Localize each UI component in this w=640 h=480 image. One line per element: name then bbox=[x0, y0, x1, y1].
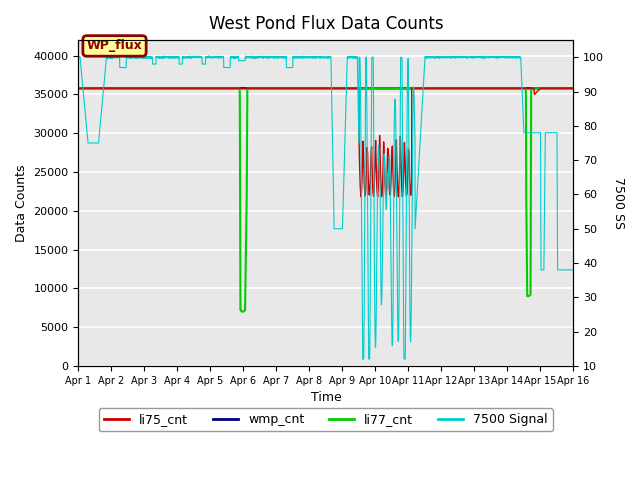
Text: WP_flux: WP_flux bbox=[86, 39, 143, 52]
Legend: li75_cnt, wmp_cnt, li77_cnt, 7500 Signal: li75_cnt, wmp_cnt, li77_cnt, 7500 Signal bbox=[99, 408, 553, 432]
X-axis label: Time: Time bbox=[310, 391, 341, 404]
Title: West Pond Flux Data Counts: West Pond Flux Data Counts bbox=[209, 15, 444, 33]
Y-axis label: 7500 SS: 7500 SS bbox=[612, 177, 625, 229]
Y-axis label: Data Counts: Data Counts bbox=[15, 164, 28, 242]
